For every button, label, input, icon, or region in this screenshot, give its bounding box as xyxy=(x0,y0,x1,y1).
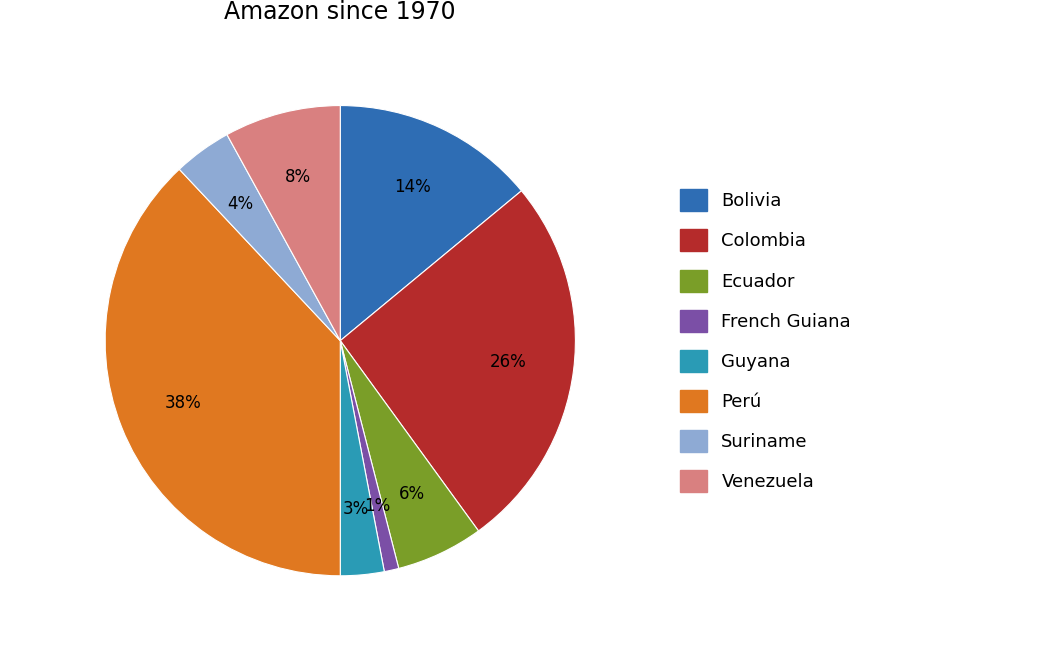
Text: 6%: 6% xyxy=(399,485,425,503)
Text: 1%: 1% xyxy=(364,497,391,515)
Wedge shape xyxy=(340,191,576,531)
Text: 3%: 3% xyxy=(343,500,370,518)
Text: 26%: 26% xyxy=(490,353,527,371)
Title: Cumulative share of deforestation in the non-Brazilian
Amazon since 1970: Cumulative share of deforestation in the… xyxy=(20,0,661,24)
Wedge shape xyxy=(340,341,399,572)
Text: 38%: 38% xyxy=(164,394,201,412)
Wedge shape xyxy=(179,135,340,341)
Wedge shape xyxy=(340,341,384,576)
Wedge shape xyxy=(227,106,340,341)
Wedge shape xyxy=(340,341,478,568)
Text: 4%: 4% xyxy=(227,194,253,212)
Wedge shape xyxy=(340,106,521,341)
Legend: Bolivia, Colombia, Ecuador, French Guiana, Guyana, Perú, Suriname, Venezuela: Bolivia, Colombia, Ecuador, French Guian… xyxy=(672,182,859,499)
Text: 14%: 14% xyxy=(394,178,430,196)
Text: 8%: 8% xyxy=(285,168,311,186)
Wedge shape xyxy=(105,169,340,576)
